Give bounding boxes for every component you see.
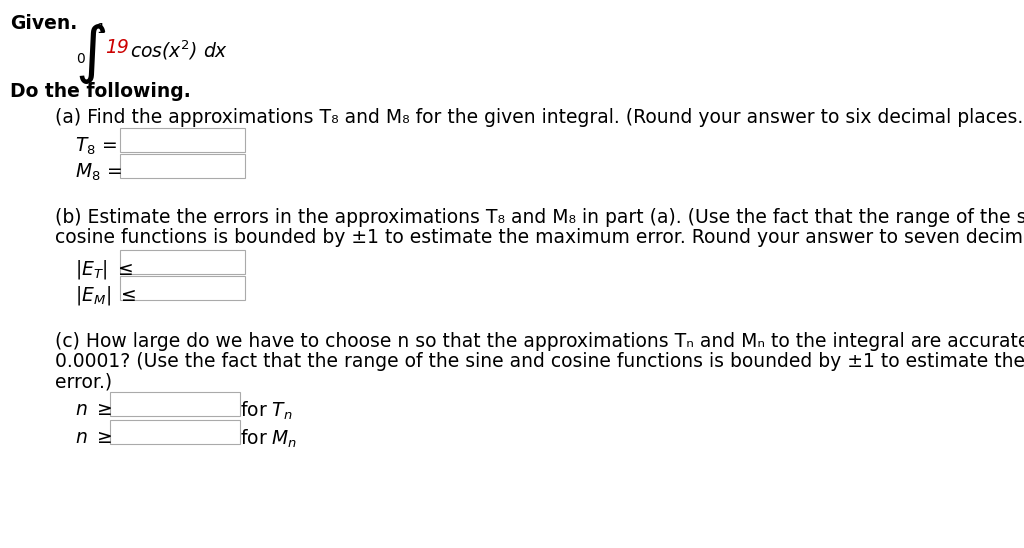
Text: $n$ $\geq$: $n$ $\geq$ — [75, 428, 113, 447]
Text: 19: 19 — [105, 38, 129, 57]
Text: (a) Find the approximations T₈ and M₈ for the given integral. (Round your answer: (a) Find the approximations T₈ and M₈ fo… — [55, 108, 1024, 127]
Text: $M_8$ =: $M_8$ = — [75, 162, 122, 183]
Text: Do the following.: Do the following. — [10, 82, 190, 101]
Text: 0.0001? (Use the fact that the range of the sine and cosine functions is bounded: 0.0001? (Use the fact that the range of … — [55, 352, 1024, 371]
Text: $\int$: $\int$ — [75, 22, 106, 86]
Bar — [120, 128, 245, 152]
Text: for $M_n$: for $M_n$ — [240, 428, 297, 450]
Text: (b) Estimate the errors in the approximations T₈ and M₈ in part (a). (Use the fa: (b) Estimate the errors in the approxima… — [55, 208, 1024, 227]
Text: |$E_M$| $\leq$: |$E_M$| $\leq$ — [75, 284, 136, 307]
Bar — [110, 392, 240, 416]
Text: |$E_T$| $\leq$: |$E_T$| $\leq$ — [75, 258, 133, 281]
Text: 0: 0 — [76, 52, 85, 66]
Text: for $T_n$: for $T_n$ — [240, 400, 293, 423]
Bar — [120, 250, 245, 274]
Bar — [120, 154, 245, 178]
Text: (c) How large do we have to choose n so that the approximations Tₙ and Mₙ to the: (c) How large do we have to choose n so … — [55, 332, 1024, 351]
Text: 1: 1 — [96, 22, 104, 36]
Bar — [110, 420, 240, 444]
Bar — [120, 276, 245, 300]
Text: error.): error.) — [55, 372, 112, 391]
Text: Given.: Given. — [10, 14, 77, 33]
Text: cosine functions is bounded by ±1 to estimate the maximum error. Round your answ: cosine functions is bounded by ±1 to est… — [55, 228, 1024, 247]
Text: $T_8$ =: $T_8$ = — [75, 136, 117, 157]
Text: cos($x^2$) dx: cos($x^2$) dx — [130, 38, 228, 61]
Text: $n$ $\geq$: $n$ $\geq$ — [75, 400, 113, 419]
